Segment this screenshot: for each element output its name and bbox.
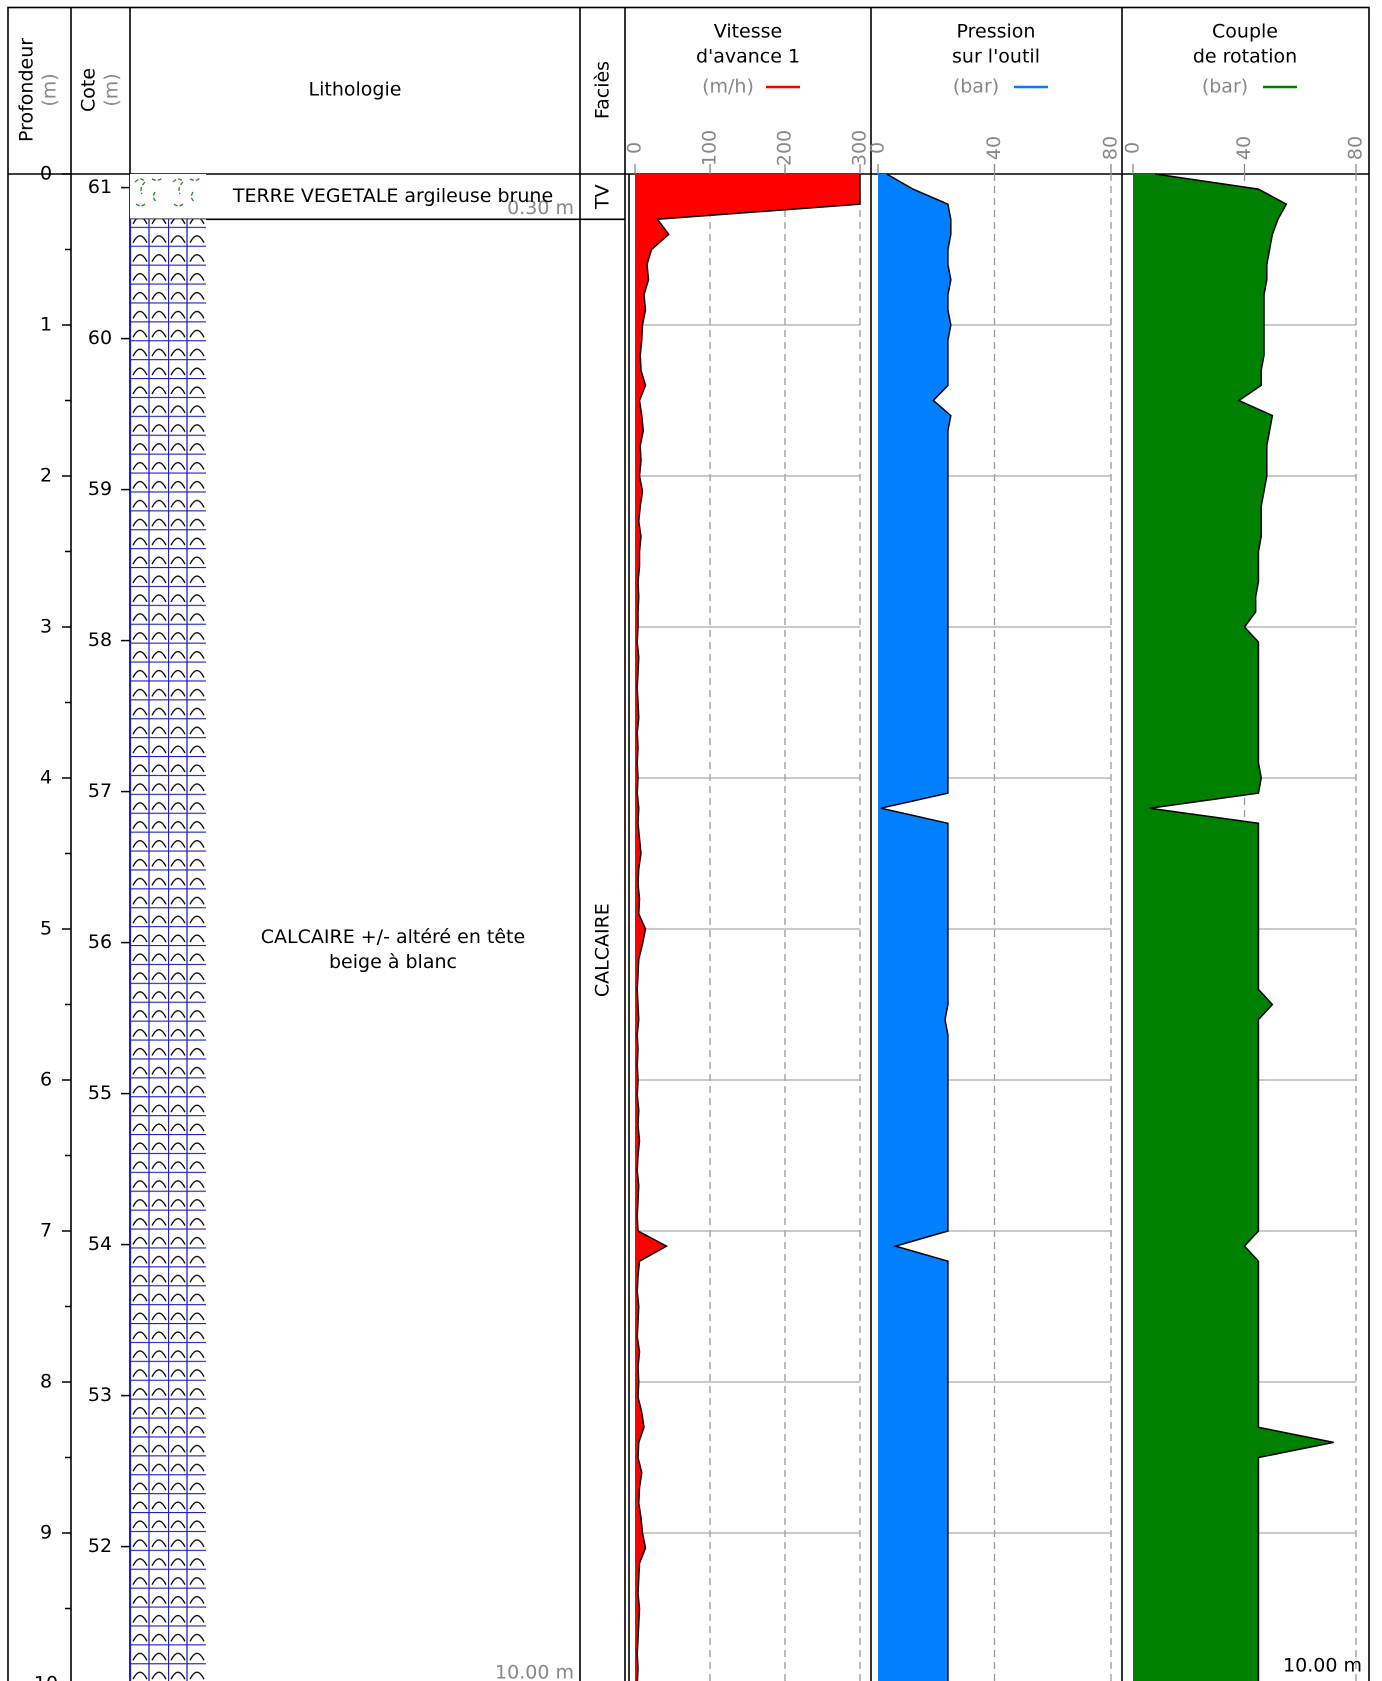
x-tick-label: 80: [1345, 136, 1367, 160]
series-2: [1133, 174, 1334, 1681]
panel-unit: (bar): [953, 76, 999, 98]
depth-tick-label: 4: [40, 767, 52, 789]
layer-description: CALCAIRE +/- altéré en tête: [261, 926, 525, 948]
panel-title: Pression: [957, 21, 1036, 43]
total-depth-label: 10.00 m: [1283, 1655, 1362, 1677]
panel-title: Vitesse: [714, 21, 783, 43]
depth-tick-label: 2: [40, 465, 52, 487]
x-tick-label: 0: [867, 142, 889, 154]
x-tick-label: 80: [1100, 136, 1122, 160]
x-tick-label: 40: [983, 136, 1005, 160]
area-fill: [1133, 174, 1334, 1681]
depth-tick-label: 8: [40, 1371, 52, 1393]
panel-unit: (m/h): [702, 76, 754, 98]
cote-title: Cote: [78, 68, 100, 112]
depth-tick-label: 9: [40, 1522, 52, 1544]
panel-title: de rotation: [1193, 46, 1297, 68]
panel-title: sur l'outil: [952, 46, 1040, 68]
facies-label: CALCAIRE: [592, 903, 614, 997]
depth-title: Profondeur: [16, 38, 38, 142]
panel-unit: (bar): [1202, 76, 1248, 98]
depth-tick-label: 7: [40, 1220, 52, 1242]
lithology-pattern: [130, 174, 206, 219]
cote-tick-label: 58: [88, 629, 112, 651]
depth-tick-label: 1: [40, 314, 52, 336]
log-page: Profondeur (m) Cote (m) Lithologie Faciè…: [0, 0, 1382, 1681]
area-fill: [635, 174, 860, 1681]
depth-tick-label: 6: [40, 1069, 52, 1091]
x-tick-label: 100: [699, 130, 721, 166]
x-tick-label: 200: [774, 130, 796, 166]
x-tick-label: 40: [1233, 136, 1255, 160]
facies-title: Faciès: [592, 61, 614, 119]
x-tick-label: 0: [624, 142, 646, 154]
cote-unit: (m): [101, 73, 123, 106]
panel-title: d'avance 1: [696, 46, 800, 68]
cote-tick-label: 59: [88, 478, 112, 500]
layer-description: beige à blanc: [329, 951, 457, 973]
cote-tick-label: 53: [88, 1384, 112, 1406]
x-tick-label: 0: [1122, 142, 1144, 154]
cote-tick-label: 52: [88, 1535, 112, 1557]
series-1: [878, 174, 951, 1681]
depth-tick-label: 5: [40, 918, 52, 940]
curve-line: [637, 174, 860, 1681]
depth-unit: (m): [39, 73, 61, 106]
lithology-pattern: [130, 219, 206, 1681]
layer-depth-label: 10.00 m: [495, 1662, 574, 1681]
panel-title: Couple: [1212, 21, 1278, 43]
series-0: [635, 174, 860, 1681]
cote-tick-label: 57: [88, 780, 112, 802]
lithology-title: Lithologie: [309, 79, 402, 101]
facies-label: TV: [592, 184, 614, 210]
cote-tick-label: 61: [88, 176, 112, 198]
depth-tick-label: 3: [40, 616, 52, 638]
depth-tick-label: 0: [40, 163, 52, 185]
area-fill: [878, 174, 951, 1681]
cote-tick-label: 56: [88, 931, 112, 953]
cote-tick-label: 54: [88, 1233, 112, 1255]
layer-description: TERRE VEGETALE argileuse brune: [232, 185, 553, 207]
cote-tick-label: 60: [88, 327, 112, 349]
cote-tick-label: 55: [88, 1082, 112, 1104]
depth-tick-label: 10: [34, 1673, 58, 1681]
